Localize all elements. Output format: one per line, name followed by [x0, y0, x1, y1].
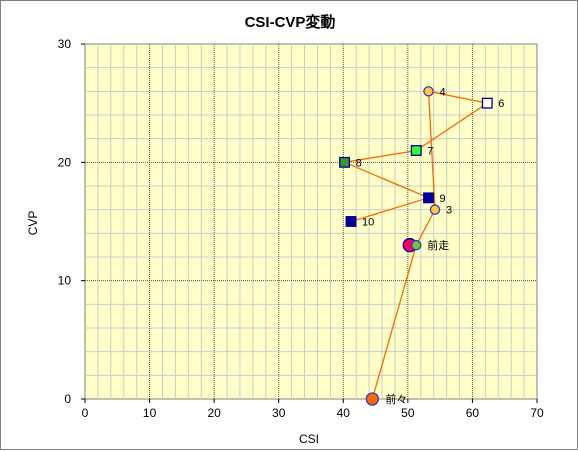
- plot-area: [84, 43, 538, 400]
- point-label: 前走: [427, 238, 449, 252]
- y-tick-label: 10: [58, 274, 72, 288]
- x-tick-label: 40: [337, 406, 351, 420]
- point-label: 8: [356, 157, 362, 169]
- point-marker: [365, 392, 379, 406]
- x-tick-label: 0: [82, 406, 89, 420]
- point-marker: [423, 192, 434, 204]
- point-marker: [411, 239, 422, 251]
- x-tick-label: 20: [207, 406, 221, 420]
- y-axis-label: CVP: [26, 211, 40, 236]
- x-tick-label: 30: [272, 406, 286, 420]
- y-tick-label: 20: [58, 155, 72, 169]
- y-tick-label: 30: [58, 37, 72, 51]
- point-label: 10: [362, 217, 374, 229]
- point-marker: [345, 216, 357, 227]
- x-tick-label: 70: [530, 406, 544, 420]
- point-label: 3: [446, 205, 452, 217]
- point-marker: [339, 156, 351, 168]
- marker-layer: [339, 86, 493, 406]
- point-label: 4: [440, 86, 446, 98]
- point-label: 前々: [385, 392, 407, 406]
- tick-layer: 0 10 20 30 40 50 60 70 0 10 20 30: [58, 37, 544, 420]
- grid-layer: [85, 44, 537, 399]
- point-label: 9: [440, 193, 446, 205]
- point-marker: [481, 97, 493, 109]
- x-axis-label: CSI: [299, 432, 319, 446]
- point-marker: [423, 86, 434, 97]
- point-marker: [429, 204, 441, 215]
- point-marker: [410, 145, 422, 156]
- x-tick-label: 10: [143, 406, 157, 420]
- point-label: 6: [498, 98, 504, 110]
- x-tick-label: 50: [401, 406, 415, 420]
- y-tick-label: 0: [64, 392, 71, 406]
- x-tick-label: 60: [466, 406, 480, 420]
- point-label: 7: [427, 146, 433, 158]
- point-labels: 前々 前走 3 4 6 7 8 9 10: [356, 86, 505, 406]
- chart-title: CSI-CVP変動: [245, 13, 336, 31]
